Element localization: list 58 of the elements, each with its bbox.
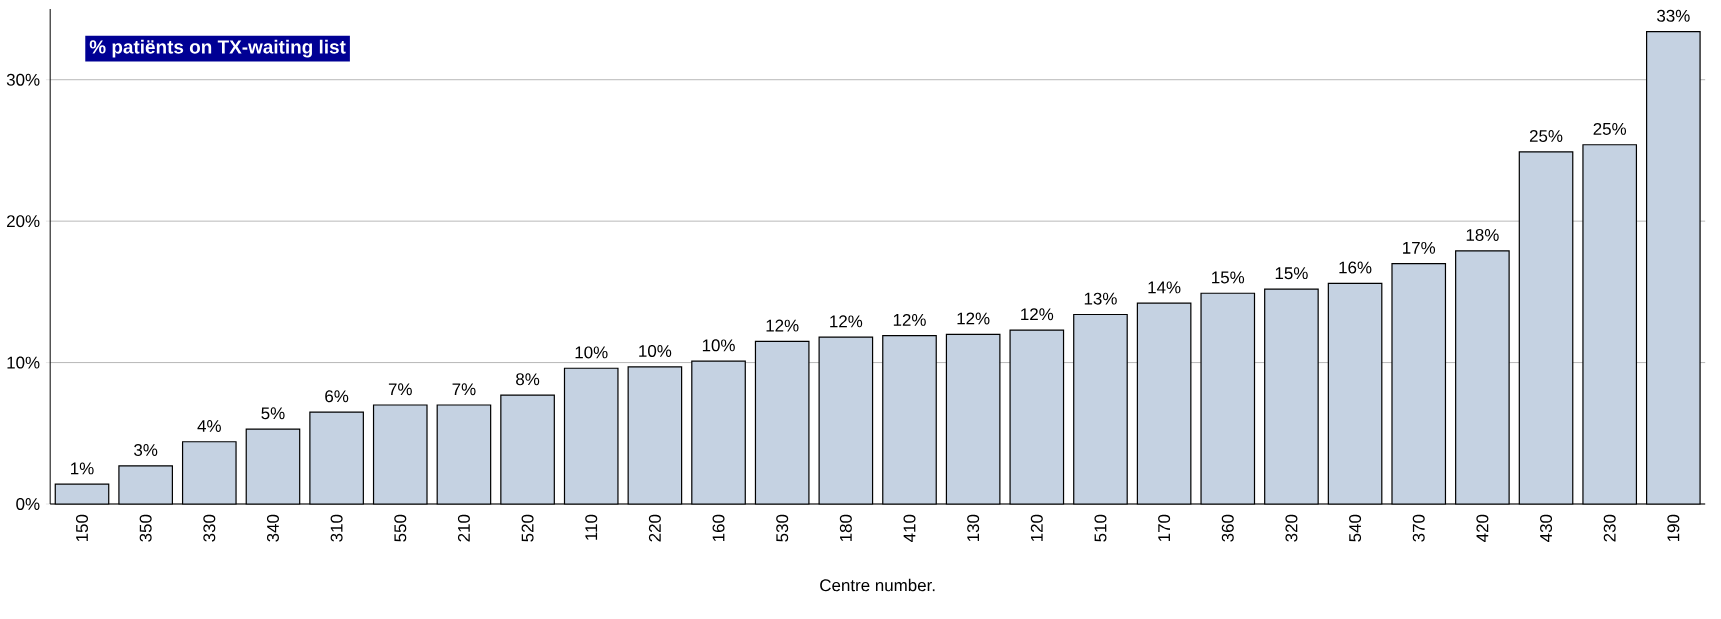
- data-label: 8%: [516, 373, 540, 386]
- data-label: 10%: [575, 346, 608, 359]
- x-tick-label: 330: [203, 514, 216, 542]
- x-tick-label: 430: [1540, 514, 1553, 542]
- y-tick-label: 20%: [7, 215, 40, 228]
- x-tick-label: 220: [648, 514, 661, 542]
- data-label: 14%: [1148, 281, 1181, 294]
- y-tick-label: 10%: [7, 356, 40, 369]
- data-label: 18%: [1466, 229, 1499, 241]
- data-label: 12%: [1021, 308, 1054, 321]
- x-tick-label: 230: [1603, 514, 1616, 542]
- data-label: 33%: [1657, 9, 1690, 22]
- x-tick-label: 510: [1094, 514, 1107, 542]
- data-label: 15%: [1212, 271, 1245, 284]
- x-tick-label: 410: [903, 514, 916, 542]
- x-axis-title: Centre number.: [820, 578, 935, 592]
- data-label: 25%: [1529, 130, 1563, 142]
- x-tick-label: 360: [1221, 514, 1234, 542]
- data-label: 12%: [766, 319, 799, 332]
- x-tick-label: 320: [1285, 514, 1298, 542]
- data-label: 6%: [325, 390, 349, 403]
- text: % patiënts on TX-waiting list: [89, 39, 346, 58]
- data-label: 16%: [1339, 261, 1372, 274]
- x-tick-label: 340: [266, 514, 279, 542]
- data-label: 10%: [639, 344, 672, 357]
- data-label: 10%: [702, 339, 735, 352]
- x-tick-label: 190: [1667, 514, 1680, 542]
- data-label: 7%: [452, 383, 476, 396]
- data-label: 13%: [1084, 292, 1117, 305]
- x-tick-label: 150: [76, 514, 88, 542]
- x-tick-label: 130: [967, 514, 980, 542]
- data-label: 1%: [71, 462, 94, 475]
- data-label: 25%: [1593, 122, 1627, 135]
- data-label: 12%: [830, 315, 863, 328]
- x-tick-label: 170: [1158, 514, 1171, 542]
- x-tick-label: 530: [776, 514, 789, 542]
- data-label: 3%: [134, 443, 158, 456]
- x-tick-label: 540: [1349, 514, 1362, 542]
- x-tick-label: 120: [1030, 514, 1043, 542]
- x-tick-label: 550: [394, 514, 407, 542]
- x-tick-label: 310: [330, 514, 343, 542]
- x-tick-label: 110: [585, 514, 598, 540]
- data-label: 5%: [261, 407, 285, 420]
- x-tick-label: 420: [1476, 514, 1489, 542]
- y-tick-label: 30%: [6, 73, 40, 86]
- x-tick-label: 520: [521, 514, 534, 542]
- data-label: 17%: [1403, 241, 1436, 254]
- x-tick-label: 370: [1412, 514, 1425, 542]
- data-label: 12%: [893, 313, 926, 326]
- y-tick-label: 0%: [16, 498, 40, 510]
- x-tick-label: 180: [839, 514, 852, 542]
- data-label: 12%: [957, 312, 990, 325]
- data-label: 7%: [388, 383, 412, 396]
- x-tick-label: 210: [457, 514, 470, 542]
- data-label: 15%: [1275, 267, 1308, 280]
- data-label: 4%: [197, 420, 221, 432]
- x-tick-label: 160: [712, 514, 725, 542]
- x-tick-label: 350: [139, 514, 152, 542]
